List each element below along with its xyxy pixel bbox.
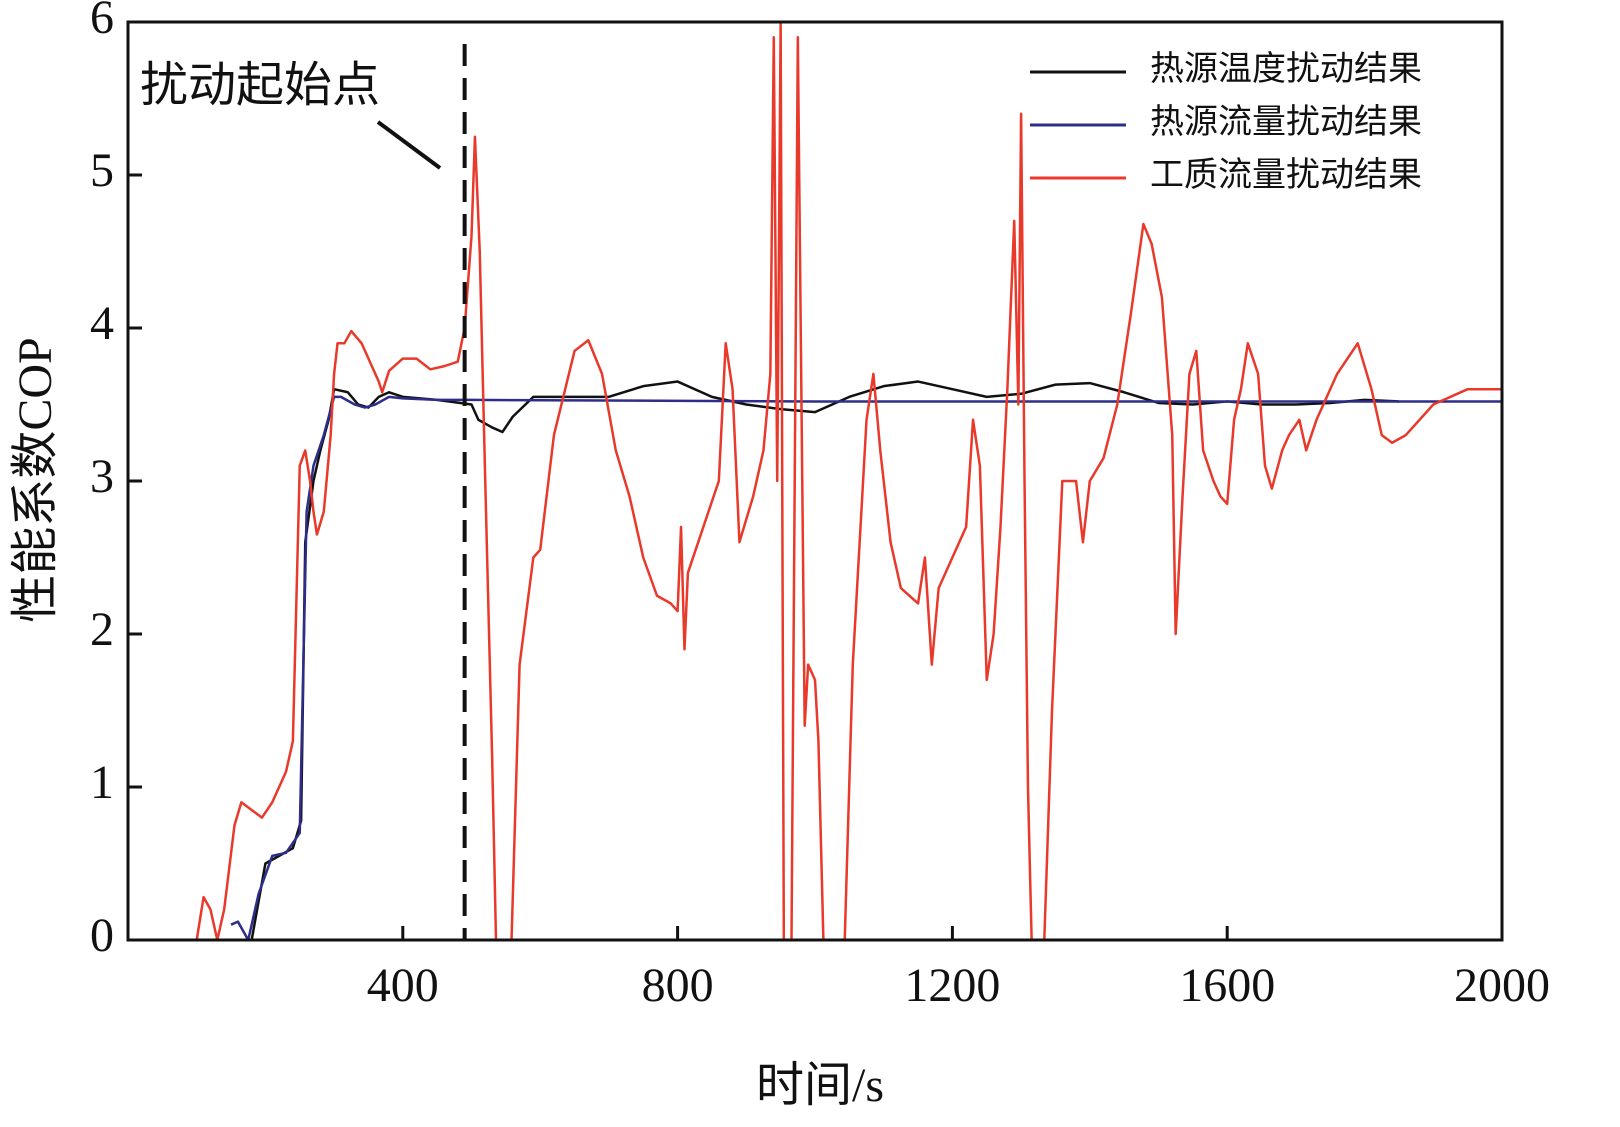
y-tick-label: 6 (90, 0, 114, 44)
y-tick-label: 5 (90, 144, 114, 197)
y-axis-label: 性能系数COP (9, 337, 62, 622)
x-tick-label: 400 (367, 959, 439, 1012)
series-line (250, 380, 1400, 940)
plot-frame (126, 20, 1504, 942)
x-tick-label: 2000 (1454, 959, 1550, 1012)
legend-label: 热源温度扰动结果 (1150, 50, 1422, 88)
annotation-text: 扰动起始点 (140, 59, 380, 112)
y-tick-label: 3 (90, 450, 114, 503)
series-line (195, 22, 1502, 940)
y-tick-label: 1 (90, 756, 114, 809)
y-tick-label: 4 (90, 297, 114, 350)
series-line (230, 395, 1502, 940)
x-tick-label: 1600 (1179, 959, 1275, 1012)
x-tick-label: 1200 (904, 959, 1000, 1012)
legend-label: 工质流量扰动结果 (1150, 156, 1422, 194)
y-tick-label: 2 (90, 603, 114, 656)
annotation-leader (376, 120, 442, 170)
y-tick-label: 0 (90, 909, 114, 962)
legend-label: 热源流量扰动结果 (1150, 103, 1422, 141)
plot-area (195, 22, 1502, 940)
x-tick-label: 800 (642, 959, 714, 1012)
x-axis-label: 时间/s (756, 1059, 884, 1112)
